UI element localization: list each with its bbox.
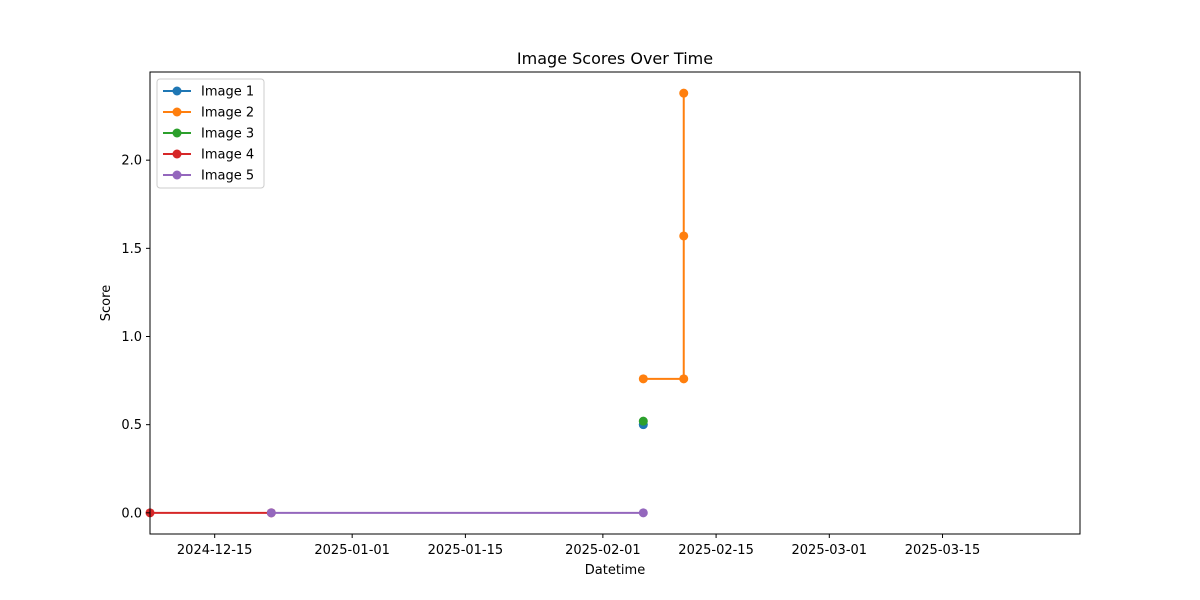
legend-label: Image 4 — [201, 148, 254, 163]
legend-label: Image 1 — [201, 85, 254, 100]
x-tick-label: 2025-02-01 — [565, 543, 641, 558]
x-tick-label: 2025-01-15 — [428, 543, 504, 558]
series-line-image-2 — [643, 93, 685, 380]
legend-box — [156, 78, 265, 189]
plot-frame — [149, 71, 1081, 535]
legend-item: Image 4 — [163, 148, 254, 163]
legend-marker — [172, 170, 182, 180]
data-point-image-5 — [638, 508, 648, 518]
legend-item: Image 3 — [163, 127, 254, 142]
legend-item: Image 1 — [163, 85, 254, 100]
legend-marker — [172, 86, 182, 96]
y-tick-label: 0.5 — [121, 418, 142, 433]
legend-item: Image 5 — [163, 169, 254, 184]
legend: Image 1 Image 2 Image 3 Image 4 Image 5 — [156, 78, 265, 189]
x-axis-label: Datetime — [585, 563, 645, 578]
data-point-image-5 — [266, 508, 276, 518]
y-tick-label: 1.0 — [121, 330, 142, 345]
data-point-image-2 — [679, 231, 689, 241]
data-point-image-2 — [679, 88, 689, 98]
series-image-2 — [638, 88, 689, 384]
legend-item: Image 2 — [163, 106, 254, 121]
legend-marker — [172, 107, 182, 117]
y-tick-label: 2.0 — [121, 154, 142, 169]
x-tick-label: 2025-02-15 — [678, 543, 754, 558]
legend-marker — [172, 149, 182, 159]
chart-title: Image Scores Over Time — [517, 49, 713, 68]
plot-area — [145, 88, 689, 518]
series-image-5 — [266, 508, 648, 518]
legend-label: Image 3 — [201, 127, 254, 142]
x-tick-label: 2025-03-01 — [792, 543, 868, 558]
x-tick-label: 2025-03-15 — [905, 543, 981, 558]
data-point-image-2 — [638, 374, 648, 384]
x-tick-label: 2025-01-01 — [314, 543, 390, 558]
series-image-3 — [638, 416, 648, 426]
y-tick-label: 1.5 — [121, 242, 142, 257]
data-point-image-3 — [638, 416, 648, 426]
y-axis: 0.0 0.5 1.0 1.5 2.0 — [121, 154, 150, 521]
x-axis: 2024-12-15 2025-01-01 2025-01-15 2025-02-01… — [177, 534, 980, 558]
data-point-image-2 — [679, 374, 689, 384]
legend-label: Image 2 — [201, 106, 254, 121]
legend-label: Image 5 — [201, 169, 254, 184]
y-axis-label: Score — [99, 285, 114, 321]
legend-marker — [172, 128, 182, 138]
x-tick-label: 2024-12-15 — [177, 543, 253, 558]
y-tick-label: 0.0 — [121, 506, 142, 521]
